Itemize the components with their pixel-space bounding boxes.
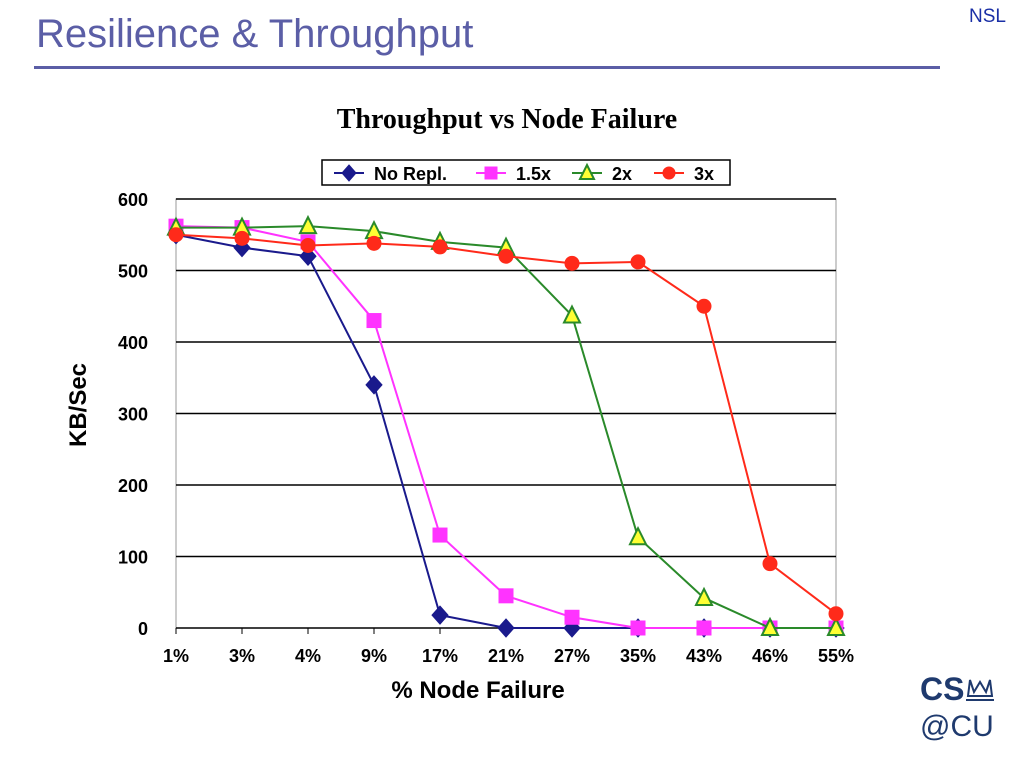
data-point: [300, 237, 316, 253]
data-point: [630, 620, 646, 636]
crown-icon: [966, 679, 994, 701]
x-tick-label: 3%: [229, 646, 255, 666]
legend-marker: [484, 166, 498, 180]
y-tick-label: 300: [118, 405, 148, 425]
corner-tag: NSL: [969, 6, 1006, 27]
y-tick-label: 100: [118, 548, 148, 568]
x-tick-label: 1%: [163, 646, 189, 666]
data-point: [696, 620, 712, 636]
data-point: [298, 214, 318, 235]
data-point: [564, 609, 580, 625]
data-point: [762, 556, 778, 572]
data-point: [630, 254, 646, 270]
legend-label: 1.5x: [516, 164, 551, 184]
data-point: [168, 227, 184, 243]
chart-title: Throughput vs Node Failure: [336, 104, 678, 135]
data-point: [760, 616, 780, 636]
legend-marker: [662, 166, 676, 180]
legend-label: 3x: [694, 164, 714, 184]
data-point: [562, 304, 582, 324]
series-line: [175, 225, 836, 629]
y-tick-label: 500: [118, 262, 148, 282]
y-tick-label: 0: [138, 619, 148, 639]
data-point: [498, 588, 514, 604]
data-point: [628, 525, 648, 546]
x-tick-label: 27%: [554, 646, 590, 666]
x-tick-label: 4%: [295, 646, 321, 666]
x-axis-title: % Node Failure: [391, 677, 564, 704]
logo-cu-text: @CU: [920, 710, 994, 742]
data-point: [431, 605, 449, 625]
title-divider: [34, 66, 940, 69]
legend-label: 2x: [612, 164, 632, 184]
data-point: [366, 235, 382, 251]
logo-cs-text: CS: [920, 671, 964, 707]
x-tick-label: 35%: [620, 646, 656, 666]
x-tick-label: 43%: [686, 646, 722, 666]
data-point: [497, 618, 515, 638]
legend-label: No Repl.: [374, 164, 447, 184]
data-point: [366, 313, 382, 329]
legend-marker: [578, 162, 596, 180]
series-line: [176, 225, 836, 629]
x-tick-label: 21%: [488, 646, 524, 666]
legend-marker: [341, 164, 357, 182]
data-point: [694, 586, 714, 606]
slide-title: Resilience & Throughput: [36, 12, 474, 56]
data-point: [299, 246, 317, 266]
x-tick-label: 9%: [361, 646, 387, 666]
x-tick-label: 55%: [818, 646, 854, 666]
y-tick-label: 200: [118, 476, 148, 496]
y-tick-label: 400: [118, 333, 148, 353]
x-tick-label: 46%: [752, 646, 788, 666]
data-point: [432, 527, 448, 543]
x-tick-label: 17%: [422, 646, 458, 666]
data-point: [826, 616, 846, 636]
data-point: [564, 255, 580, 271]
cs-at-cu-logo: CS @CU: [920, 671, 994, 742]
data-point: [432, 239, 448, 255]
data-point: [498, 248, 514, 264]
y-axis-title: KB/Sec: [65, 363, 92, 447]
data-point: [696, 298, 712, 314]
data-point: [234, 230, 250, 246]
data-point: [828, 606, 844, 622]
data-point: [365, 375, 383, 395]
y-tick-label: 600: [118, 190, 148, 210]
